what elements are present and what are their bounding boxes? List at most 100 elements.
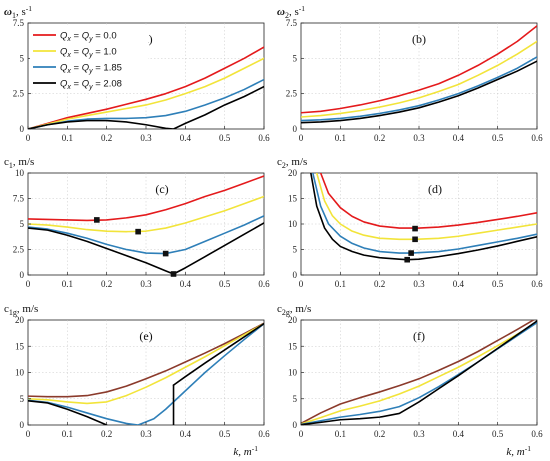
x-tick-label: 0.4 [180,279,192,289]
minimum-marker [162,250,169,257]
x-tick-label: 0.2 [374,279,385,289]
series-group [301,320,537,425]
y-tick-label: 0 [293,420,298,430]
y-tick-label: 0 [293,124,298,134]
x-tick-label: 0 [299,133,304,143]
series-group [310,173,537,261]
x-tick-label: 0.1 [62,279,73,289]
x-tick-label: 0.2 [101,429,112,439]
y-axis-label: ω2, s-1 [277,4,305,20]
y-axis-label: c1, m/s [4,156,34,170]
legend-entry: Qx = Qy = 0.0 [60,31,117,44]
series-group [28,322,264,425]
minimum-marker [404,256,410,263]
x-tick-label: 0.1 [335,133,346,143]
x-tick-label: 0.1 [62,429,73,439]
series-line-0.0 [301,320,536,425]
y-tick-label: 0 [20,270,25,280]
y-tick-label: 5 [293,53,298,63]
y-tick-label: 7.5 [286,18,298,28]
series-line-0.0 [319,173,537,229]
series-group [28,175,264,275]
minimum-marker [412,225,418,232]
minimum-marker [94,217,100,223]
y-tick-label: 10 [15,368,25,378]
legend-background [30,25,148,93]
y-tick-label: 2.5 [13,89,25,99]
x-axis-label: k, m-1 [506,444,531,458]
x-tick-label: 0.4 [180,133,192,143]
y-axis-label: ω1, s-1 [4,4,32,20]
x-tick-label: 0 [26,429,31,439]
x-tick-label: 0.3 [140,279,152,289]
x-tick-label: 0 [26,279,31,289]
x-tick-label: 0.3 [413,133,425,143]
minimum-marker [170,271,177,277]
x-tick-label: 0.6 [258,279,270,289]
y-axis-label: c2g, m/s [277,303,311,317]
x-tick-label: 0.2 [101,279,112,289]
panel-label: (e) [139,329,152,343]
y-tick-label: 5 [293,394,298,404]
legend-entry: Qx = Qy = 1.85 [60,63,122,76]
series-line-2.08 [172,322,264,386]
panel-label: (c) [155,182,168,196]
x-tick-label: 0.2 [374,133,385,143]
x-tick-label: 0.6 [258,133,270,143]
y-tick-label: 0 [20,420,25,430]
panel-label: (f) [413,329,425,343]
x-tick-label: 0.4 [180,429,192,439]
series-line-2.08 [28,400,108,425]
x-tick-label: 0.4 [453,429,465,439]
legend: Qx = Qy = 0.0 Qx = Qy = 1.0 Qx = Qy = 1.85… [30,25,148,93]
y-tick-label: 15 [288,341,298,351]
y-axis-label: c2, m/s [277,156,307,170]
x-tick-label: 0.3 [413,429,425,439]
x-tick-label: 0 [299,279,304,289]
y-tick-label: 20 [288,315,298,325]
y-tick-label: 2.5 [286,89,298,99]
panel-b: 0 0.1 0.2 0.3 0.4 0.5 0.6 0 2.5 5 7.5ω2, s-1 (b) [277,4,543,143]
legend-entry: Qx = Qy = 1.0 [60,47,117,60]
x-tick-label: 0 [26,133,31,143]
x-tick-label: 0.3 [413,279,425,289]
x-tick-label: 0.6 [531,279,543,289]
y-tick-label: 20 [288,168,298,178]
minimum-marker [408,250,414,256]
series-line-1.0 [28,322,264,405]
x-tick-label: 0.5 [492,133,504,143]
x-tick-label: 0.5 [219,429,231,439]
x-tick-label: 0.1 [62,133,73,143]
y-tick-label: 5 [20,394,25,404]
y-tick-label: 15 [288,194,298,204]
x-tick-label: 0.5 [492,429,504,439]
minimum-marker [412,236,418,243]
series-line-1.85 [28,322,264,425]
y-tick-label: 10 [288,219,298,229]
y-tick-label: 10 [15,168,25,178]
y-axis-label: c1g, m/s [4,303,38,317]
y-tick-label: 2.5 [13,245,25,255]
series-line-0.0 [301,25,537,114]
series-line-1.85 [311,173,537,254]
series-line-1.0 [301,321,537,425]
series-line-1.0 [315,173,537,241]
y-tick-label: 5 [20,219,25,229]
y-tick-label: 5 [293,245,298,255]
y-tick-label: 10 [288,368,298,378]
series-line-2.08 [310,173,537,261]
series-group [28,46,264,129]
legend-entry: Qx = Qy = 2.08 [60,79,122,92]
x-axis-label: k, m-1 [233,444,258,458]
x-tick-label: 0.6 [531,429,543,439]
x-tick-label: 0.3 [140,429,152,439]
y-tick-label: 7.5 [13,194,25,204]
series-line-2.08 [301,60,537,124]
y-tick-label: 5 [20,53,25,63]
y-tick-label: 0 [293,270,298,280]
